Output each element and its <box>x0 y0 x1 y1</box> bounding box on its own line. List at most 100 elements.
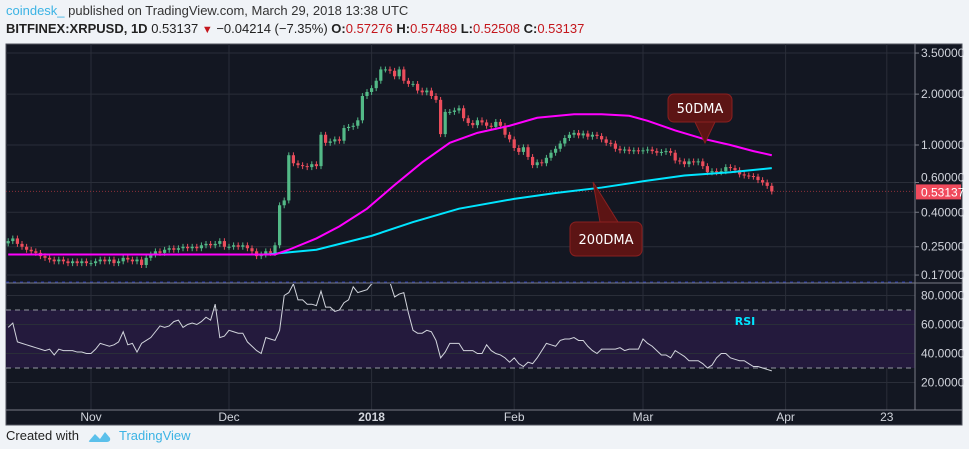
candle-down <box>324 134 328 143</box>
candle-up <box>567 134 571 139</box>
price-tick-label: 3.50000 <box>921 46 965 60</box>
author-link[interactable]: coindesk_ <box>6 3 65 18</box>
candle-down <box>236 245 240 247</box>
candle-up <box>199 245 203 249</box>
candle-up <box>563 138 567 144</box>
candle-up <box>558 143 562 149</box>
candle-down <box>126 257 130 260</box>
candle-up <box>163 249 167 253</box>
candle-down <box>301 165 305 167</box>
candle-down <box>471 122 475 126</box>
candle-up <box>687 161 691 165</box>
time-tick-label: 2018 <box>358 410 385 424</box>
candle-down <box>416 83 420 91</box>
candle-down <box>770 185 774 192</box>
candle-down <box>480 120 484 123</box>
candle-down <box>627 149 631 152</box>
published-text: published on TradingView.com, March 29, … <box>68 3 409 18</box>
footer: Created with TradingView <box>6 428 191 443</box>
candle-up <box>365 91 369 96</box>
candle-up <box>632 150 636 152</box>
candle-up <box>664 151 668 153</box>
candle-down <box>508 134 512 140</box>
candle-up <box>356 120 360 126</box>
candle-up <box>360 95 364 121</box>
candle-up <box>696 161 700 163</box>
open-value: 0.57276 <box>345 21 393 36</box>
candle-up <box>342 128 346 141</box>
close-value: 0.53137 <box>537 21 585 36</box>
candle-up <box>287 155 291 201</box>
candle-down <box>678 160 682 162</box>
candle-down <box>756 176 760 181</box>
candle-up <box>554 148 558 153</box>
callout-box <box>667 93 733 123</box>
candle-down <box>498 121 502 126</box>
candle-up <box>11 238 15 242</box>
price-tick-label: 0.17000 <box>921 268 965 282</box>
candle-down <box>517 147 521 152</box>
candle-up <box>383 69 387 71</box>
rsi-tick-label: 80.0000 <box>921 289 965 303</box>
price-tick-label: 1.00000 <box>921 138 965 152</box>
high-value: 0.57489 <box>410 21 458 36</box>
time-tick-label: Feb <box>504 410 525 424</box>
candle-down <box>393 70 397 77</box>
candle-up <box>494 121 498 127</box>
candle-down <box>765 182 769 186</box>
candle-up <box>333 139 337 142</box>
candle-down <box>406 80 410 84</box>
rsi-line <box>7 284 772 372</box>
open-label: O: <box>331 21 346 36</box>
candle-down <box>15 238 19 244</box>
candle-down <box>636 150 640 152</box>
candle-down <box>245 245 249 249</box>
candle-down <box>512 139 516 148</box>
candle-up <box>443 111 447 135</box>
candle-down <box>186 246 190 249</box>
candle-up <box>457 108 461 111</box>
candle-down <box>462 108 466 119</box>
candle-down <box>337 139 341 141</box>
candle-up <box>411 83 415 85</box>
candle-up <box>544 157 548 164</box>
candle-up <box>328 141 332 143</box>
time-tick-label: Dec <box>218 410 239 424</box>
candle-up <box>227 246 231 248</box>
annotation-callout: 50DMA <box>667 93 733 145</box>
candle-up <box>213 243 217 246</box>
candle-up <box>121 257 125 262</box>
candle-up <box>144 257 148 265</box>
annotation-callout: 200DMA <box>569 181 643 257</box>
candle-down <box>61 259 65 262</box>
candle-down <box>250 248 254 252</box>
price-tick-label: 0.25000 <box>921 240 965 254</box>
rsi-tick-label: 60.0000 <box>921 318 965 332</box>
candle-down <box>209 243 213 246</box>
candle-down <box>130 259 134 262</box>
candle-down <box>618 148 622 151</box>
candle-down <box>673 152 677 161</box>
candle-up <box>370 88 374 92</box>
candle-up <box>310 164 314 168</box>
candle-down <box>268 251 272 253</box>
candle-up <box>397 69 401 77</box>
candle-down <box>742 174 746 176</box>
price-tick-label: 0.40000 <box>921 205 965 219</box>
candle-down <box>655 151 659 153</box>
candle-down <box>613 143 617 149</box>
candle-up <box>135 259 139 262</box>
candle-up <box>521 147 525 152</box>
time-tick-label: Mar <box>633 410 654 424</box>
tradingview-link[interactable]: TradingView <box>118 428 191 443</box>
candle-up <box>590 134 594 137</box>
candle-up <box>475 120 479 126</box>
candle-down <box>305 166 309 168</box>
candle-down <box>25 246 29 250</box>
candle-down <box>761 180 765 183</box>
candle-up <box>89 263 93 265</box>
last-price-badge <box>916 184 961 200</box>
candle-up <box>710 171 714 173</box>
candle-up <box>448 111 452 113</box>
